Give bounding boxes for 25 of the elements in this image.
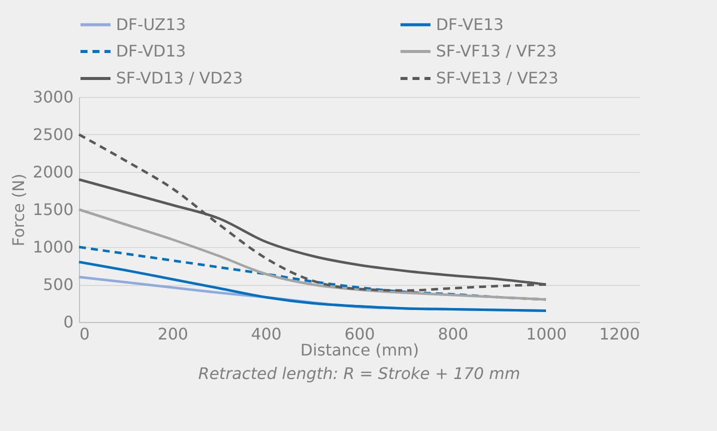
x-axis-title: Distance (mm)	[300, 340, 419, 360]
x-tick-label: 1200	[599, 324, 640, 344]
y-axis-title: Force (N)	[8, 174, 28, 246]
legend-label: DF-VE13	[436, 14, 504, 34]
legend-label: DF-UZ13	[116, 14, 186, 34]
y-tick-label: 2000	[32, 162, 74, 182]
x-tick-label: 800	[438, 324, 468, 344]
y-tick-label: 3000	[32, 88, 74, 106]
x-tick-label: 400	[251, 324, 282, 344]
x-tick-label: 600	[344, 324, 375, 344]
legend-label: DF-VD13	[116, 42, 186, 60]
x-tick-label: 0	[80, 324, 90, 344]
legend-label: SF-VE13 / VE23	[436, 68, 558, 88]
y-tick-label: 1000	[32, 238, 74, 256]
y-tick-label: 500	[42, 275, 74, 294]
legend-label: SF-VF13 / VF23	[436, 42, 557, 60]
y-tick-label: 2500	[32, 125, 74, 144]
line-series	[78, 260, 548, 312]
y-tick-label: 0	[63, 312, 74, 332]
x-tick-label: 200	[158, 324, 188, 344]
y-tick-label: 1500	[32, 200, 74, 219]
x-tick-label: 1000	[526, 324, 567, 344]
legend-label: SF-VD13 / VD23	[116, 68, 243, 88]
text: Retracted length: R = Stroke + 170 mm	[198, 364, 520, 383]
line-series	[78, 208, 548, 301]
